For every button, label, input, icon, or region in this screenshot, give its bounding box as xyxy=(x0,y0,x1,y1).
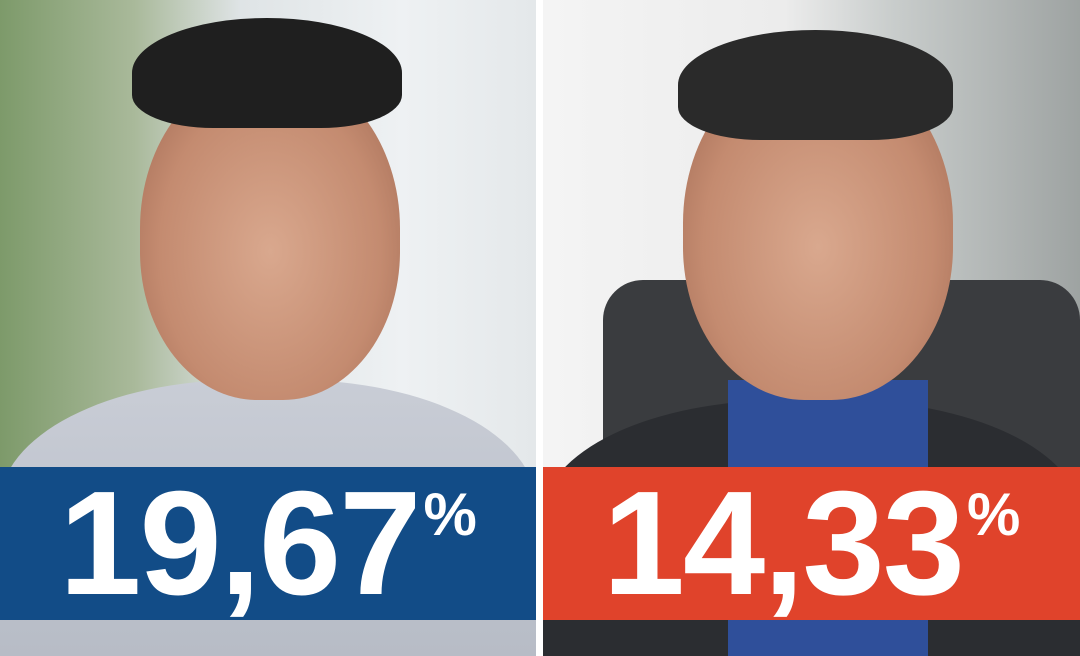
right-percent-sign: % xyxy=(967,481,1021,548)
left-percentage: 19,67 xyxy=(59,460,421,626)
hair xyxy=(678,30,953,140)
right-percentage: 14,33 xyxy=(602,460,965,626)
right-percentage-banner: 14,33 % xyxy=(543,467,1080,620)
left-percent-sign: % xyxy=(423,481,477,548)
left-percentage-banner: 19,67 % xyxy=(0,467,536,620)
hair xyxy=(132,18,402,128)
